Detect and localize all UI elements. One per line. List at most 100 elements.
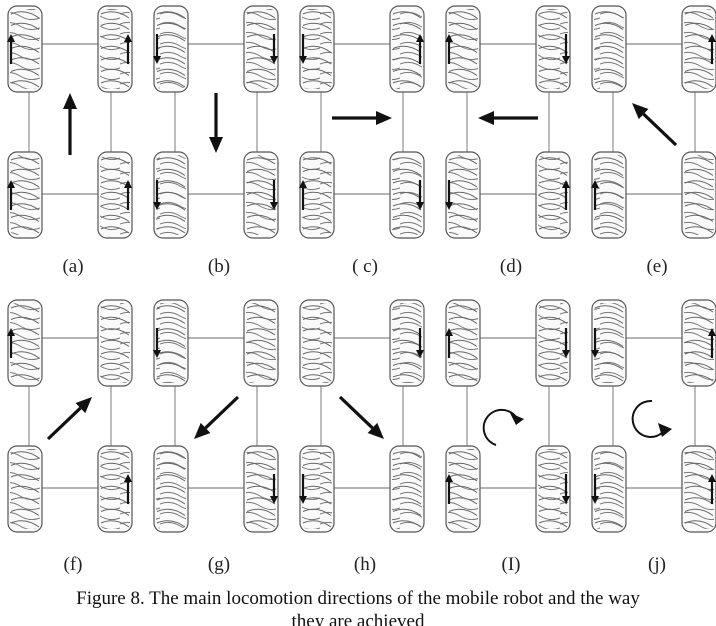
panel-8 — [299, 299, 425, 533]
panel-10 — [591, 299, 716, 533]
wheel-front-right — [243, 5, 279, 93]
direction-arrow — [194, 395, 240, 439]
direction-arrow — [632, 103, 678, 147]
wheel-arrow-front-right — [416, 328, 424, 358]
wheel-rear-left — [153, 151, 189, 239]
wheel-arrow-front-right — [708, 328, 716, 358]
wheel-arrow-front-left — [153, 34, 161, 64]
wheel-front-right — [97, 5, 133, 93]
wheel-arrow-rear-left — [299, 474, 307, 504]
wheel-rear-left — [445, 445, 481, 533]
wheel-rear-right — [389, 445, 425, 533]
wheel-front-right — [389, 5, 425, 93]
wheel-arrow-front-right — [124, 34, 132, 64]
wheel-front-right — [389, 299, 425, 387]
panel-label: (I) — [502, 554, 521, 575]
wheel-rear-left — [591, 445, 627, 533]
panel-label: (b) — [208, 256, 230, 277]
figure-caption: Figure 8. The main locomotion directions… — [0, 587, 716, 626]
panel-2 — [153, 5, 279, 239]
chassis-frame — [466, 337, 550, 489]
direction-arrow — [46, 397, 92, 441]
wheel-front-left — [299, 5, 335, 93]
panel-9 — [445, 299, 571, 533]
wheel-rear-left — [299, 445, 335, 533]
direction-arrow — [338, 395, 384, 439]
panel-label: (a) — [62, 256, 83, 277]
wheel-front-right — [243, 299, 279, 387]
wheel-rear-left — [591, 151, 627, 239]
wheel-front-right — [535, 299, 571, 387]
wheel-rear-right — [535, 151, 571, 239]
caption-line-1: Figure 8. The main locomotion directions… — [76, 588, 640, 609]
direction-arrow — [478, 111, 538, 125]
wheel-front-right — [681, 5, 716, 93]
wheel-arrow-rear-right — [562, 474, 570, 504]
wheel-arrow-rear-right — [416, 180, 424, 210]
wheel-front-left — [7, 5, 43, 93]
wheel-arrow-rear-left — [445, 180, 453, 210]
wheel-arrow-rear-right — [124, 474, 132, 504]
wheel-front-right — [535, 5, 571, 93]
wheel-arrow-front-left — [153, 328, 161, 358]
wheel-arrow-rear-left — [445, 474, 453, 504]
wheel-front-left — [153, 299, 189, 387]
wheel-rear-right — [97, 151, 133, 239]
panel-label: (f) — [64, 554, 83, 575]
wheel-front-left — [7, 299, 43, 387]
wheel-rear-right — [243, 151, 279, 239]
chassis-frame — [320, 43, 404, 195]
wheel-arrow-front-right — [562, 34, 570, 64]
wheel-arrow-rear-right — [562, 180, 570, 210]
wheel-arrow-rear-left — [591, 180, 599, 210]
wheel-arrow-front-left — [591, 328, 599, 358]
wheel-front-right — [681, 299, 716, 387]
wheel-rear-right — [389, 151, 425, 239]
rotation-arrow — [482, 408, 524, 446]
wheel-arrow-front-right — [270, 34, 278, 64]
wheel-arrow-rear-left — [153, 180, 161, 210]
wheel-rear-right — [681, 151, 716, 239]
chassis-frame — [466, 43, 550, 195]
wheel-arrow-rear-right — [124, 180, 132, 210]
panel-label: (d) — [500, 256, 522, 277]
wheel-arrow-rear-left — [591, 474, 599, 504]
panel-5 — [591, 5, 716, 239]
wheel-arrow-front-right — [562, 328, 570, 358]
wheel-rear-right — [243, 445, 279, 533]
wheel-arrow-front-left — [299, 34, 307, 64]
wheel-rear-left — [299, 151, 335, 239]
wheel-rear-right — [535, 445, 571, 533]
panel-4 — [445, 5, 571, 239]
wheel-arrow-rear-right — [708, 474, 716, 504]
direction-arrow — [209, 93, 223, 153]
wheel-rear-left — [7, 151, 43, 239]
direction-arrow — [332, 111, 392, 125]
chassis-frame — [612, 337, 696, 489]
wheel-rear-right — [681, 445, 716, 533]
panel-label: (g) — [208, 554, 230, 575]
chassis-frame — [320, 337, 404, 489]
wheel-rear-left — [153, 445, 189, 533]
wheel-arrow-rear-left — [7, 180, 15, 210]
panel-6 — [7, 299, 133, 533]
wheel-arrow-rear-right — [270, 180, 278, 210]
wheel-arrow-front-left — [7, 328, 15, 358]
wheel-arrow-front-right — [708, 34, 716, 64]
wheel-arrow-rear-right — [270, 474, 278, 504]
panel-label: ( c) — [352, 256, 378, 277]
chassis-frame — [612, 43, 696, 195]
panel-3 — [299, 5, 425, 239]
rotation-arrow — [631, 399, 672, 438]
wheel-front-left — [591, 5, 627, 93]
panel-1 — [7, 5, 133, 239]
wheel-arrow-front-right — [416, 34, 424, 64]
wheel-arrow-front-left — [445, 34, 453, 64]
wheel-front-right — [97, 299, 133, 387]
wheel-front-left — [445, 299, 481, 387]
wheel-front-left — [591, 299, 627, 387]
wheel-rear-right — [97, 445, 133, 533]
direction-arrow — [63, 93, 77, 155]
wheel-arrow-rear-left — [299, 180, 307, 210]
